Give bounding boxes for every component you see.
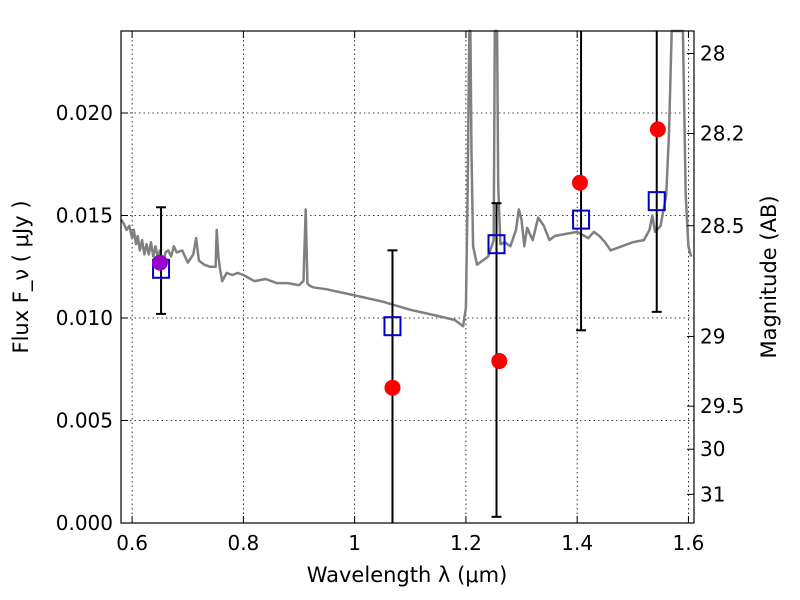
right-tick-label: 31 [700,482,725,506]
observed-photometry [151,121,666,396]
y-tick-label: 0.020 [56,101,113,125]
y-tick-label: 0.015 [56,204,113,228]
x-axis: 0.6 0.8 1 1.2 1.4 1.6 [116,31,704,555]
right-tick-label: 29.5 [700,394,745,418]
spectrum-line [119,29,693,328]
right-tick-label: 28 [700,42,725,66]
error-bars [156,31,662,523]
x-tick-label: 0.8 [227,531,259,555]
y-axis-right-label: Magnitude (AB) [757,195,781,358]
model-box [647,191,666,212]
model-box [572,209,591,230]
observed-point [491,353,508,370]
observed-point [151,254,168,271]
model-spectrum [119,29,693,328]
y-axis-label: Flux F_ν ( μJy ) [9,200,34,353]
y-axis-left: 0.000 0.005 0.010 0.015 0.020 [56,101,128,535]
y-tick-label: 0.000 [56,511,113,535]
grid [121,31,694,524]
x-tick-label: 1.4 [561,531,593,555]
observed-point [571,174,588,191]
x-tick-label: 1.6 [673,531,705,555]
x-tick-label: 1 [348,531,361,555]
plot-frame [120,30,695,524]
right-tick-label: 29 [700,324,725,348]
model-box [487,234,506,255]
right-tick-label: 28.5 [700,214,745,238]
x-tick-label: 0.6 [116,531,148,555]
model-photometry [152,191,666,337]
x-tick-label: 1.2 [450,531,482,555]
y-tick-label: 0.005 [56,409,113,433]
right-tick-label: 30 [700,437,725,461]
observed-point [649,121,666,138]
model-box [383,316,402,337]
x-axis-label: Wavelength λ (μm) [307,563,508,587]
y-axis-right: 28 28.2 28.5 29 29.5 30 31 [687,42,745,506]
right-tick-label: 28.2 [700,122,745,146]
observed-point [384,379,401,396]
y-tick-label: 0.010 [56,306,113,330]
